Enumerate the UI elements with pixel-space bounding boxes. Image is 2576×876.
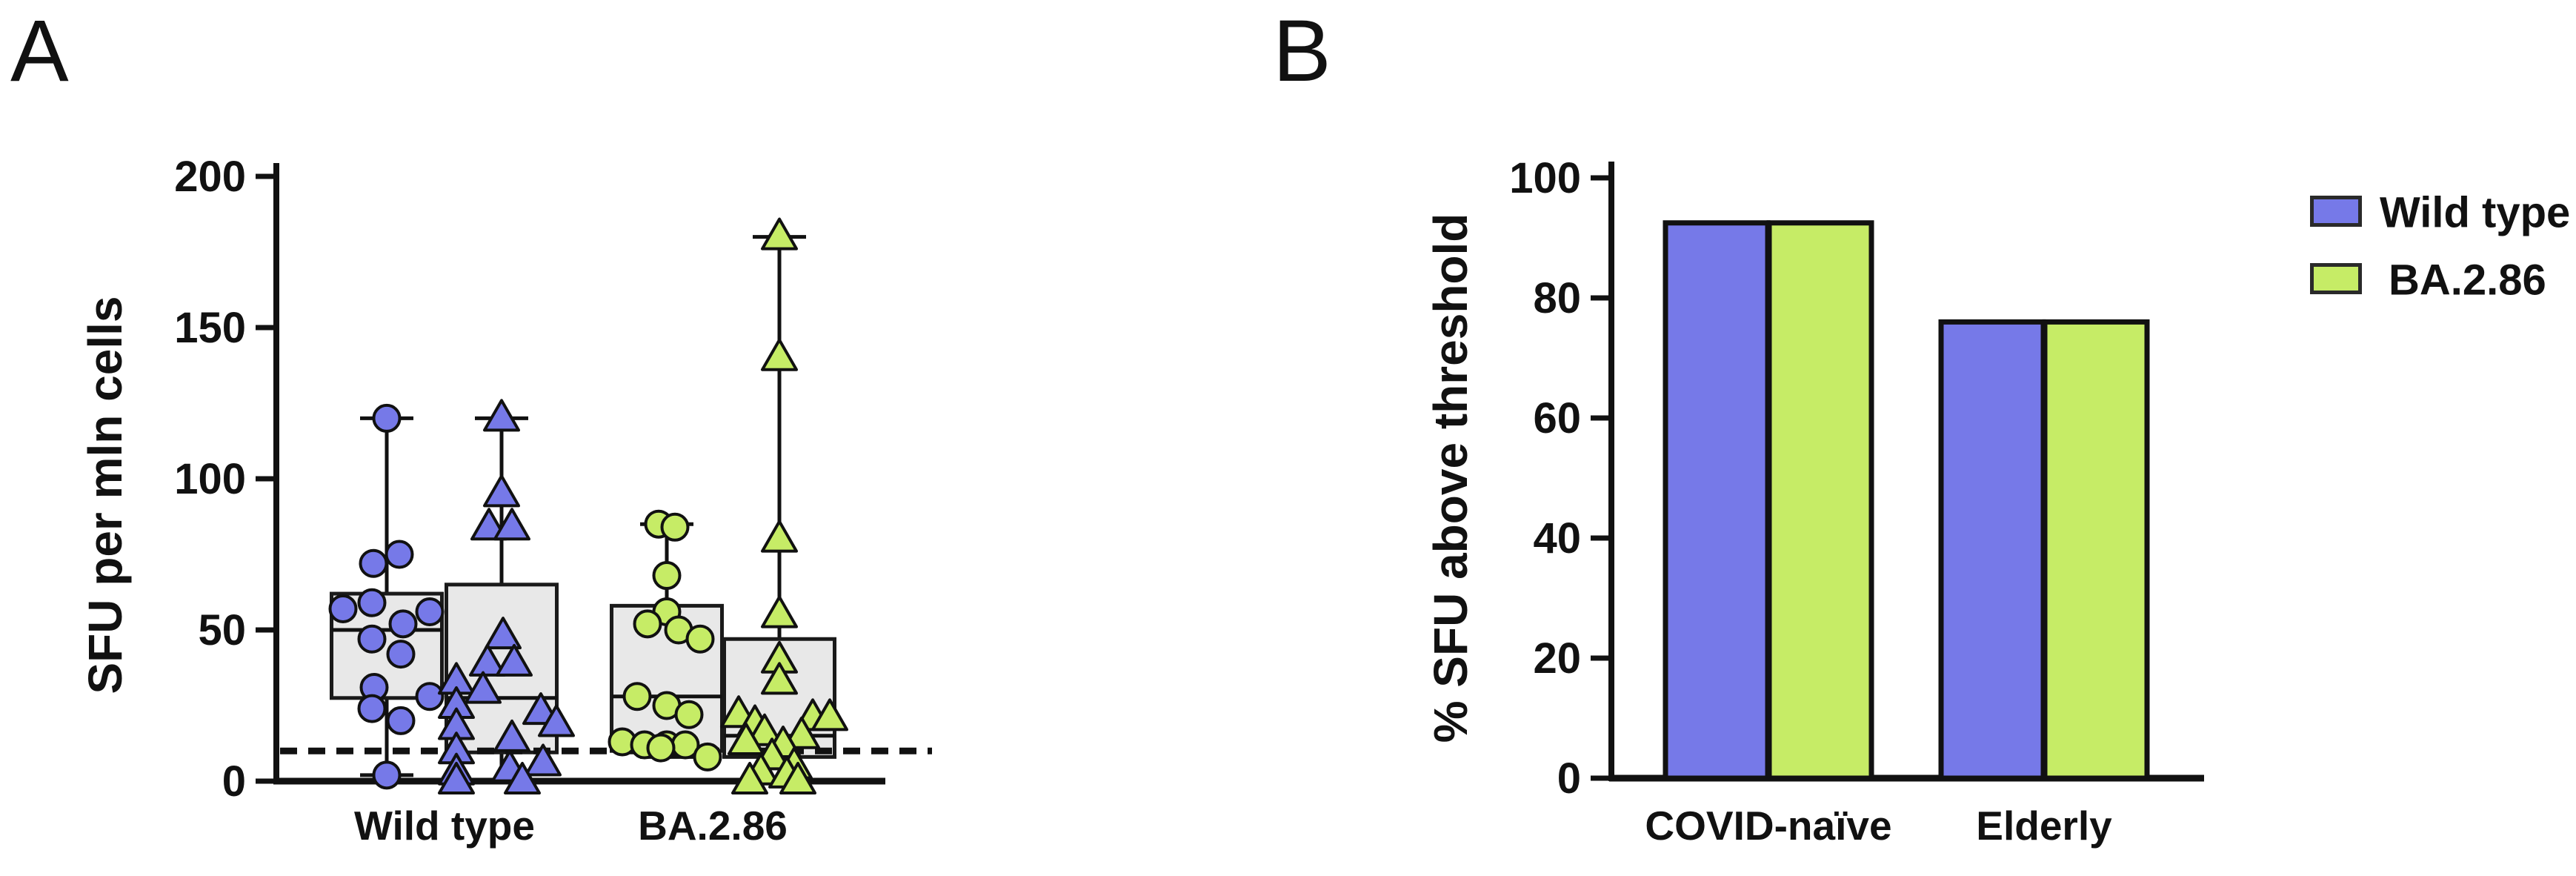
point-circle-ba-2-86-circle: [660, 512, 690, 542]
bar-covid-na-ve-ba-2-86: [1766, 220, 1874, 781]
point-circle-wild-type-circle: [357, 694, 387, 723]
point-circle-ba-2-86-circle: [674, 700, 704, 729]
bar-elderly-ba-2-86: [2042, 319, 2150, 781]
point-triangle-wild-type-triangle: [465, 671, 502, 704]
panel-a-y-tick-label-100: 100: [174, 455, 246, 503]
point-triangle-wild-type-triangle: [469, 643, 506, 677]
panel-a-letter: A: [10, 2, 69, 100]
point-circle-ba-2-86-circle: [693, 742, 722, 772]
bar-covid-na-ve-wild-type: [1663, 220, 1771, 781]
point-circle-wild-type-circle: [388, 609, 418, 639]
point-triangle-wild-type-triangle: [538, 704, 575, 737]
point-triangle-wild-type-triangle: [485, 617, 522, 650]
point-circle-ba-2-86-circle: [652, 561, 682, 591]
point-triangle-ba-2-86-triangle: [761, 595, 798, 628]
panel-b-y-tick-label-20: 20: [1533, 634, 1581, 683]
panel-b-y-axis-title: % SFU above threshold: [1424, 213, 1477, 743]
point-circle-wild-type-circle: [372, 403, 402, 433]
point-triangle-wild-type-triangle: [496, 643, 533, 677]
point-triangle-ba-2-86-triangle: [761, 662, 798, 695]
panel-b-y-tick-label-0: 0: [1557, 754, 1581, 803]
point-triangle-wild-type-triangle: [504, 762, 541, 794]
point-circle-wild-type-circle: [328, 594, 358, 623]
point-triangle-ba-2-86-triangle: [779, 762, 816, 794]
legend-label-wild-type: Wild type: [2380, 188, 2571, 237]
point-triangle-wild-type-triangle: [493, 508, 530, 541]
point-circle-wild-type-circle: [415, 597, 445, 627]
point-triangle-wild-type-triangle: [525, 743, 562, 777]
panel-b-y-tick-label-40: 40: [1533, 514, 1581, 563]
point-circle-wild-type-circle: [385, 540, 414, 569]
panel-b-y-tick-label-80: 80: [1533, 274, 1581, 322]
panel-a-category-wild-type: Wild type: [354, 803, 535, 849]
point-triangle-wild-type-triangle: [438, 762, 475, 794]
panel-b-y-tick-label-100: 100: [1509, 154, 1581, 202]
point-circle-wild-type-circle: [386, 640, 416, 669]
point-triangle-ba-2-86-triangle: [746, 713, 783, 746]
legend-swatch-ba-2-86: [2310, 263, 2362, 294]
legend-swatch-wild-type: [2310, 196, 2362, 227]
panel-b-y-tick-label-60: 60: [1533, 394, 1581, 442]
point-circle-wild-type-circle: [372, 760, 402, 790]
point-triangle-ba-2-86-triangle: [761, 520, 798, 553]
point-triangle-ba-2-86-triangle: [783, 716, 820, 749]
point-circle-wild-type-circle: [357, 624, 387, 654]
point-circle-ba-2-86-circle: [646, 733, 676, 763]
panel-b-category-elderly: Elderly: [1976, 803, 2112, 849]
point-triangle-ba-2-86-triangle: [761, 338, 798, 371]
point-circle-wild-type-circle: [359, 548, 388, 578]
panel-a-y-axis-title: SFU per mln cells: [79, 296, 132, 694]
panel-a-y-tick-label-0: 0: [222, 757, 246, 806]
point-circle-wild-type-circle: [357, 588, 387, 617]
point-triangle-ba-2-86-triangle: [728, 722, 765, 755]
point-circle-wild-type-circle: [386, 706, 416, 735]
panel-b-letter: B: [1273, 2, 1331, 100]
bar-elderly-wild-type: [1938, 319, 2046, 781]
panel-a-category-ba-2-86: BA.2.86: [638, 803, 788, 849]
panel-a-y-tick-label-150: 150: [174, 304, 246, 352]
point-triangle-wild-type-triangle: [483, 399, 520, 432]
panel-a-y-tick-label-50: 50: [198, 606, 246, 654]
legend-label-ba-2-86: BA.2.86: [2389, 256, 2546, 305]
panel-a-y-tick-label-200: 200: [174, 153, 246, 201]
point-triangle-ba-2-86-triangle: [811, 698, 848, 731]
panel-b-category-covid-naive: COVID-naïve: [1645, 803, 1892, 849]
point-circle-ba-2-86-circle: [622, 682, 652, 711]
point-circle-ba-2-86-circle: [633, 609, 662, 639]
point-circle-ba-2-86-circle: [685, 624, 715, 654]
point-circle-wild-type-circle: [415, 682, 445, 711]
point-triangle-ba-2-86-triangle: [731, 762, 768, 794]
point-triangle-wild-type-triangle: [483, 474, 520, 508]
point-triangle-wild-type-triangle: [493, 719, 530, 752]
point-triangle-ba-2-86-triangle: [761, 217, 798, 250]
